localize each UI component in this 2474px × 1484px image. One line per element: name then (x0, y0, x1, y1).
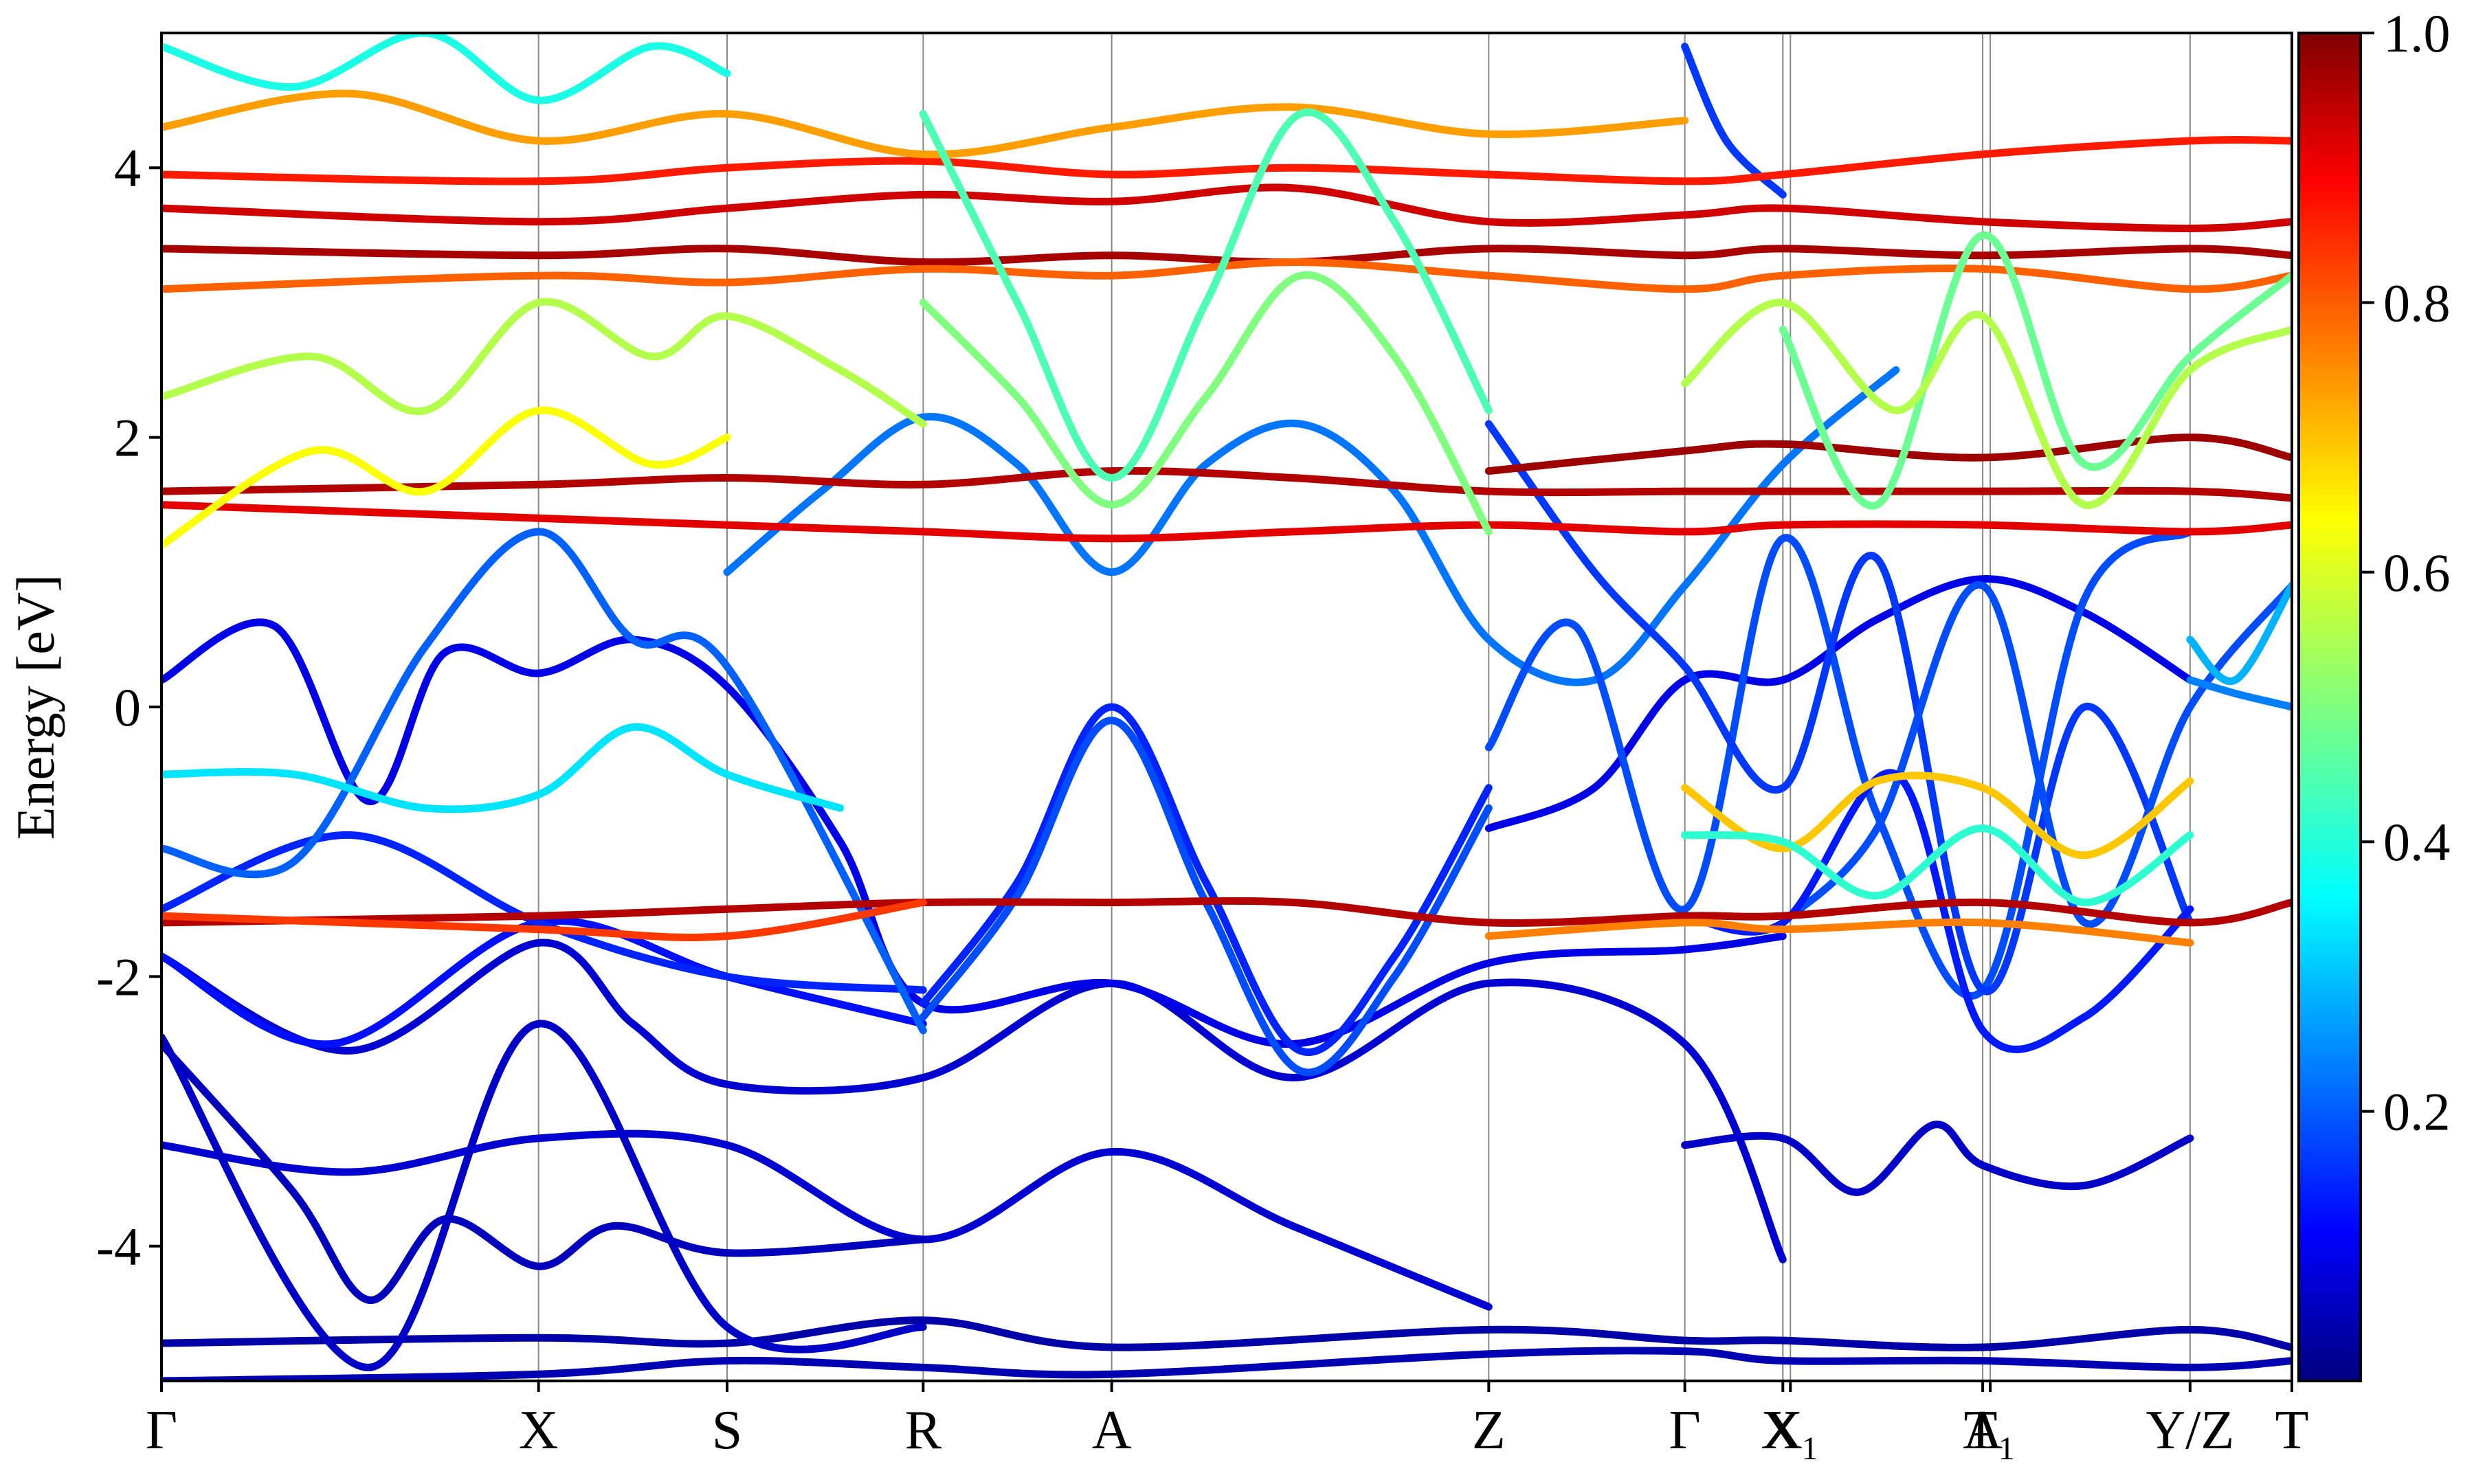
band-line (1484, 528, 2194, 1000)
x-tick-label: R (905, 1400, 942, 1461)
colorbar-ticks: 0.2 0.4 0.6 0.8 1.0 (2361, 3, 2451, 1142)
colorbar-gradient (2297, 32, 2362, 1382)
band-line (1484, 918, 2194, 947)
band-line (1779, 581, 2292, 928)
band-line (161, 899, 927, 941)
colorbar-tick-label: 0.2 (2383, 1082, 2451, 1142)
x-tick-label: A (1092, 1400, 1132, 1461)
band-line (161, 528, 927, 1035)
y-tick-label: -2 (96, 947, 141, 1007)
band-line (161, 258, 2292, 293)
band-line (161, 406, 731, 550)
band-line (1779, 231, 2292, 510)
x-tick-label: Γ (1669, 1400, 1701, 1461)
band-line (919, 703, 1493, 1056)
band-line (1681, 769, 2194, 1053)
band-line (1484, 420, 2194, 996)
band-line (1681, 824, 2194, 907)
x-tick-label: Y/Z (2146, 1400, 2234, 1461)
y-tick-label: 4 (114, 138, 141, 198)
band-line (1681, 1121, 2194, 1196)
x-tick-label: X (1763, 1400, 1803, 1461)
y-axis-label: Energy [eV] (5, 574, 65, 840)
x-tick-label: X₁ (1761, 1400, 1820, 1461)
x-tick-label: Γ (146, 1400, 177, 1461)
colorbar-tick-label: 0.8 (2383, 273, 2451, 333)
x-tick-label: T₁ (1964, 1400, 2017, 1461)
band-line (161, 723, 845, 813)
band-line (919, 108, 1493, 482)
band-line (161, 136, 2292, 186)
band-line (161, 1347, 2292, 1381)
band-line (161, 831, 927, 994)
band-line (161, 1316, 2292, 1351)
band-line (161, 1020, 927, 1371)
y-tick-label: 0 (114, 677, 141, 737)
band-lines (161, 33, 2292, 1381)
colorbar-tick-label: 0.6 (2383, 543, 2451, 603)
x-tick-label: X (519, 1400, 559, 1461)
band-line (161, 297, 927, 428)
x-tick-label: Z (1472, 1400, 1506, 1461)
band-line (1681, 43, 1787, 199)
y-axis: -4 -2 0 2 4 (96, 138, 161, 1277)
band-line (161, 938, 1787, 1263)
x-tick-label: A (1963, 1400, 2003, 1461)
band-line (161, 89, 1689, 159)
colorbar: 0.2 0.4 0.6 0.8 1.0 (2297, 3, 2451, 1382)
colorbar-tick-label: 1.0 (2383, 3, 2451, 63)
band-line (161, 466, 2292, 502)
band-line (161, 897, 2292, 927)
y-tick-label: 2 (114, 408, 141, 468)
band-line (2186, 581, 2292, 685)
colorbar-tick-label: 0.4 (2383, 812, 2451, 872)
band-line (1484, 434, 2292, 475)
band-line (161, 183, 2292, 232)
kpoint-lines (537, 33, 2191, 1381)
plot-frame (160, 32, 2293, 1382)
band-line (1681, 772, 2194, 859)
band-line (919, 271, 1493, 536)
y-tick-label: -4 (96, 1217, 141, 1277)
band-line (161, 501, 2292, 543)
band-line (161, 1040, 927, 1304)
band-line (161, 1129, 1493, 1311)
band-line (1681, 298, 2292, 509)
band-line (2186, 676, 2292, 711)
x-axis: Γ X S R A Z Γ XX₁ AT₁ Y/Z T (146, 1381, 2309, 1461)
band-line (723, 366, 1900, 686)
x-tick-label: S (712, 1400, 743, 1461)
x-tick-label: T (2275, 1400, 2309, 1461)
band-line (161, 33, 731, 104)
